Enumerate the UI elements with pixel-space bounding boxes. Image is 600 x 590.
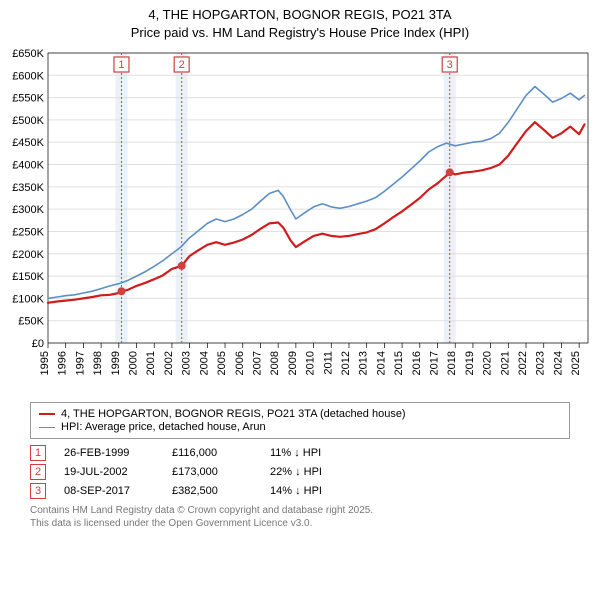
legend-label: 4, THE HOPGARTON, BOGNOR REGIS, PO21 3TA…: [61, 408, 406, 420]
legend: 4, THE HOPGARTON, BOGNOR REGIS, PO21 3TA…: [30, 402, 570, 439]
sale-row-date: 19-JUL-2002: [64, 466, 154, 478]
x-tick-label: 2021: [499, 351, 511, 375]
title-line-2: Price paid vs. HM Land Registry's House …: [8, 24, 592, 42]
y-tick-label: £500K: [12, 115, 44, 127]
sales-row: 1 26-FEB-1999 £116,000 11% ↓ HPI: [30, 445, 570, 461]
x-tick-label: 2013: [358, 351, 370, 375]
x-tick-label: 2004: [198, 351, 210, 375]
sales-row: 2 19-JUL-2002 £173,000 22% ↓ HPI: [30, 464, 570, 480]
y-tick-label: £400K: [12, 160, 44, 172]
x-tick-label: 2019: [464, 351, 476, 375]
y-tick-label: £550K: [12, 93, 44, 105]
x-tick-label: 1996: [57, 351, 69, 375]
x-tick-label: 2001: [145, 351, 157, 375]
sale-row-marker: 1: [30, 445, 46, 461]
x-tick-label: 2007: [251, 351, 263, 375]
sale-row-diff: 14% ↓ HPI: [270, 485, 360, 497]
sale-row-date: 26-FEB-1999: [64, 447, 154, 459]
sale-marker-number: 2: [179, 59, 185, 71]
x-tick-label: 2014: [375, 351, 387, 375]
legend-swatch: [39, 427, 55, 428]
y-tick-label: £250K: [12, 227, 44, 239]
x-tick-label: 1998: [92, 351, 104, 375]
x-tick-label: 2008: [269, 351, 281, 375]
sale-row-price: £116,000: [172, 447, 252, 459]
y-tick-label: £450K: [12, 137, 44, 149]
attribution-footer: Contains HM Land Registry data © Crown c…: [30, 505, 570, 530]
x-tick-label: 1997: [74, 351, 86, 375]
x-tick-label: 1999: [110, 351, 122, 375]
sale-dot: [446, 168, 454, 176]
x-tick-label: 2023: [535, 351, 547, 375]
x-tick-label: 2006: [234, 351, 246, 375]
legend-row: HPI: Average price, detached house, Arun: [39, 421, 561, 433]
sales-row: 3 08-SEP-2017 £382,500 14% ↓ HPI: [30, 483, 570, 499]
y-tick-label: £0: [32, 338, 44, 350]
x-tick-label: 2016: [411, 351, 423, 375]
y-tick-label: £600K: [12, 70, 44, 82]
x-tick-label: 2018: [446, 351, 458, 375]
legend-label: HPI: Average price, detached house, Arun: [61, 421, 266, 433]
chart-svg: £0 £50K £100K £150K £200K £250K £300K £350K £400…: [0, 43, 600, 398]
x-tick-label: 2002: [163, 351, 175, 375]
x-tick-label: 2012: [340, 351, 352, 375]
sale-dot: [117, 287, 125, 295]
legend-row: 4, THE HOPGARTON, BOGNOR REGIS, PO21 3TA…: [39, 408, 561, 420]
sale-row-price: £173,000: [172, 466, 252, 478]
sale-row-date: 08-SEP-2017: [64, 485, 154, 497]
footer-line-2: This data is licensed under the Open Gov…: [30, 518, 570, 531]
x-tick-label: 2010: [305, 351, 317, 375]
sale-row-price: £382,500: [172, 485, 252, 497]
x-tick-label: 2009: [287, 351, 299, 375]
y-tick-label: £50K: [18, 316, 44, 328]
y-tick-label: £200K: [12, 249, 44, 261]
x-tick-label: 2022: [517, 351, 529, 375]
y-tick-label: £300K: [12, 204, 44, 216]
sale-marker-number: 1: [118, 59, 124, 71]
x-tick-label: 2025: [570, 351, 582, 375]
sale-marker-number: 3: [447, 59, 453, 71]
sales-table: 1 26-FEB-1999 £116,000 11% ↓ HPI 2 19-JUL-200…: [30, 445, 570, 499]
sale-dot: [178, 262, 186, 270]
sale-row-diff: 22% ↓ HPI: [270, 466, 360, 478]
x-tick-label: 2000: [128, 351, 140, 375]
x-tick-label: 2005: [216, 351, 228, 375]
sale-row-marker: 3: [30, 483, 46, 499]
y-tick-label: £150K: [12, 271, 44, 283]
x-tick-label: 2003: [181, 351, 193, 375]
price-chart: £0 £50K £100K £150K £200K £250K £300K £350K £400…: [0, 43, 600, 398]
x-tick-label: 2015: [393, 351, 405, 375]
x-tick-label: 2011: [322, 351, 334, 375]
y-tick-label: £100K: [12, 293, 44, 305]
sale-row-marker: 2: [30, 464, 46, 480]
title-line-1: 4, THE HOPGARTON, BOGNOR REGIS, PO21 3TA: [8, 6, 592, 24]
x-tick-label: 1995: [39, 351, 51, 375]
x-tick-label: 2020: [482, 351, 494, 375]
chart-title: 4, THE HOPGARTON, BOGNOR REGIS, PO21 3TA…: [0, 0, 600, 43]
y-tick-label: £650K: [12, 48, 44, 60]
legend-swatch: [39, 413, 55, 415]
x-tick-label: 2017: [429, 351, 441, 375]
sale-row-diff: 11% ↓ HPI: [270, 447, 360, 459]
y-tick-label: £350K: [12, 182, 44, 194]
x-tick-label: 2024: [552, 351, 564, 375]
footer-line-1: Contains HM Land Registry data © Crown c…: [30, 505, 570, 518]
